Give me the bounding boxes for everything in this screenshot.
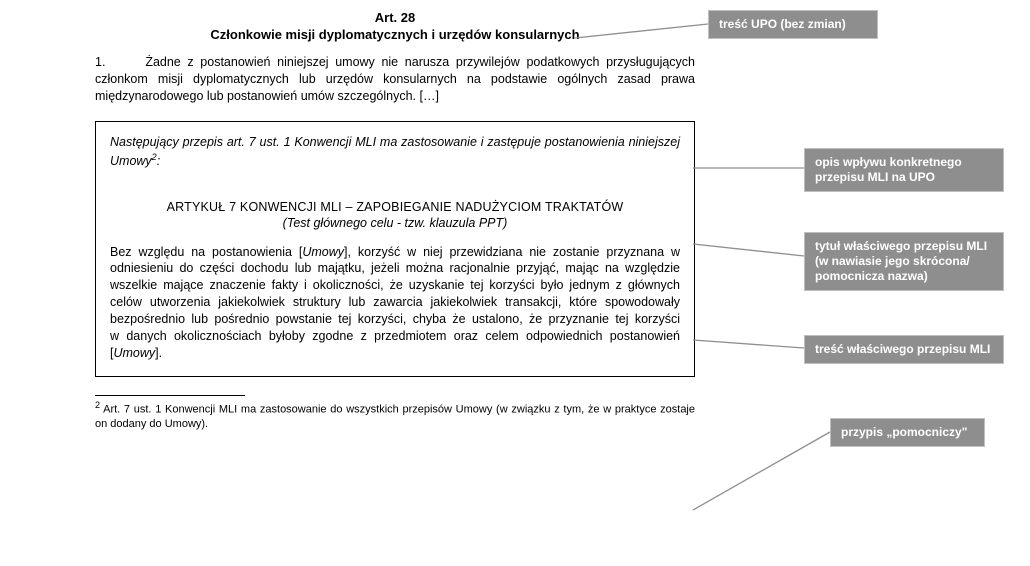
mli-box-heading-line1: ARTYKUŁ 7 KONWENCJI MLI – ZAPOBIEGANIE N… <box>110 200 680 214</box>
article-paragraph-1: 1. Żadne z postanowień niniejszej umowy … <box>95 54 695 105</box>
footnote-rule <box>95 395 245 396</box>
callout-c5: przypis „pomocniczy" <box>830 418 985 447</box>
page-root: Art. 28 Członkowie misji dyplomatycznych… <box>0 0 1030 566</box>
mli-box: Następujący przepis art. 7 ust. 1 Konwen… <box>95 121 695 377</box>
mli-box-body: Bez względu na postanowienia [Umowy], ko… <box>110 244 680 362</box>
article-title: Członkowie misji dyplomatycznych i urzęd… <box>95 27 695 42</box>
callout-c3: tytuł właściwego przepisu MLI (w nawiasi… <box>804 232 1004 291</box>
callout-c1: treść UPO (bez zmian) <box>708 10 878 39</box>
footnote-text: 2 Art. 7 ust. 1 Konwencji MLI ma zastoso… <box>95 400 695 431</box>
mli-box-heading-line2: (Test głównego celu - tzw. klauzula PPT) <box>110 216 680 230</box>
callout-c4: treść właściwego przepisu MLI <box>804 335 1004 364</box>
mli-box-intro: Następujący przepis art. 7 ust. 1 Konwen… <box>110 134 680 170</box>
document-column: Art. 28 Członkowie misji dyplomatycznych… <box>95 10 695 431</box>
article-number: Art. 28 <box>95 10 695 25</box>
callout-c2: opis wpływu konkretnego przepisu MLI na … <box>804 148 1004 192</box>
